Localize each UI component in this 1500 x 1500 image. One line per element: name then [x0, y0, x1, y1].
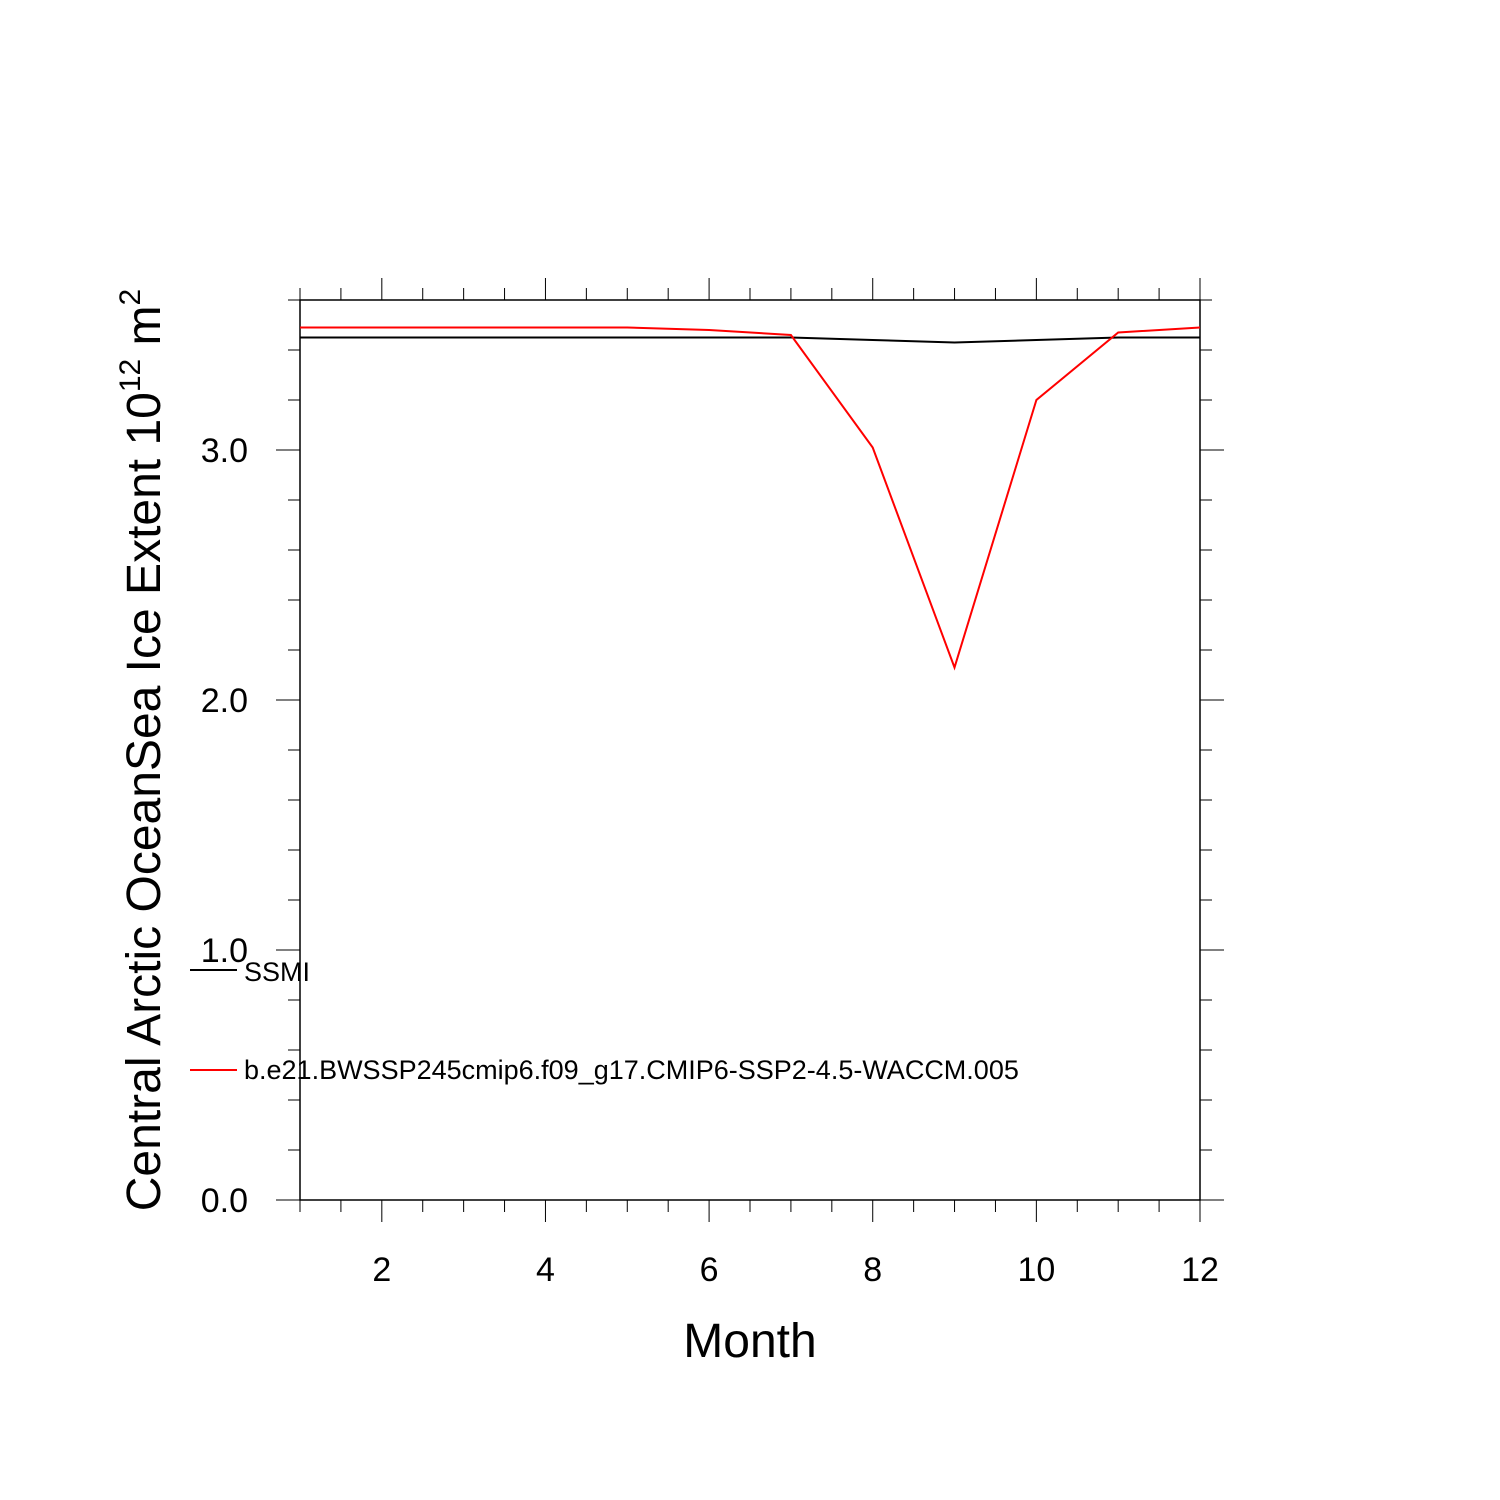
minor-ticks: [288, 288, 1212, 1212]
x-tick-label: 10: [1017, 1251, 1055, 1289]
plot-frame: [299, 299, 1201, 1201]
x-tick-label: 12: [1181, 1251, 1219, 1289]
legend-label-ssmi: SSMI: [244, 957, 310, 987]
x-tick-label: 6: [700, 1251, 719, 1289]
x-tick-label: 4: [536, 1251, 555, 1289]
y-axis-title-exponent: 12: [114, 359, 147, 392]
series-line-model: [300, 326, 1201, 671]
y-tick-labels: 0.0 1.0 2.0 3.0: [201, 432, 248, 1220]
legend: SSMI b.e21.BWSSP245cmip6.f09_g17.CMIP6-S…: [190, 957, 1019, 1085]
x-tick-labels: 2 4 6 8 10 12: [372, 1251, 1219, 1289]
y-axis-title-unit: m: [118, 305, 171, 358]
y-tick-label: 3.0: [201, 432, 248, 470]
y-tick-label: 0.0: [201, 1182, 248, 1220]
x-tick-label: 8: [863, 1251, 882, 1289]
series-layer: [300, 326, 1201, 671]
x-tick-label: 2: [372, 1251, 391, 1289]
y-axis-title-unit-exponent: 2: [114, 289, 147, 306]
x-axis-title: Month: [683, 1315, 816, 1368]
y-tick-label: 2.0: [201, 682, 248, 720]
legend-label-model: b.e21.BWSSP245cmip6.f09_g17.CMIP6-SSP2-4…: [244, 1055, 1019, 1085]
series-line-ssmi: [300, 336, 1200, 344]
y-axis-title: Central Arctic OceanSea Ice Extent 1012 …: [114, 289, 171, 1211]
y-tick-label: 1.0: [201, 932, 248, 970]
y-axis-title-main: Central Arctic OceanSea Ice Extent 10: [118, 392, 171, 1211]
major-ticks: [276, 278, 1224, 1222]
